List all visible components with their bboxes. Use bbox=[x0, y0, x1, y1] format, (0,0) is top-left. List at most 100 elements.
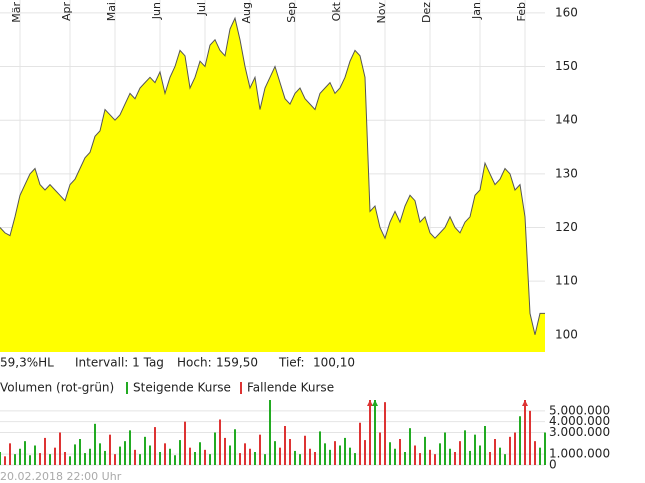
volume-bar bbox=[129, 430, 131, 465]
volume-bar bbox=[294, 450, 296, 465]
volume-bar bbox=[509, 436, 511, 465]
range-info: 59,3%HL bbox=[0, 356, 54, 370]
volume-bar bbox=[344, 437, 346, 465]
volume-tick-label: 3.000.000 bbox=[549, 425, 610, 439]
volume-bar bbox=[329, 449, 331, 465]
x-tick-label: Feb bbox=[515, 2, 528, 21]
volume-bar bbox=[469, 450, 471, 465]
volume-bar bbox=[314, 452, 316, 465]
volume-bar bbox=[354, 453, 356, 465]
volume-bar bbox=[419, 453, 421, 465]
volume-bar bbox=[539, 447, 541, 465]
y-tick-label: 160 bbox=[555, 5, 578, 19]
volume-bar bbox=[99, 443, 101, 465]
volume-bar bbox=[439, 443, 441, 465]
volume-bar bbox=[194, 452, 196, 465]
volume-bar bbox=[139, 454, 141, 465]
volume-bar bbox=[374, 400, 376, 465]
price-line bbox=[0, 16, 545, 335]
volume-bar bbox=[289, 439, 291, 465]
volume-bar bbox=[9, 443, 11, 465]
volume-tick-label: 1.000.000 bbox=[549, 447, 610, 461]
volume-bar bbox=[224, 437, 226, 465]
volume-bar bbox=[534, 441, 536, 465]
overflow-arrow bbox=[522, 400, 528, 406]
volume-bar bbox=[479, 445, 481, 465]
volume-bar bbox=[59, 432, 61, 465]
volume-bar bbox=[229, 445, 231, 465]
volume-bar bbox=[74, 444, 76, 465]
low-value: 100,10 bbox=[313, 356, 355, 370]
x-tick-label: Jun bbox=[150, 2, 163, 20]
x-tick-label: Mär bbox=[10, 2, 23, 23]
y-tick-label: 150 bbox=[555, 59, 578, 73]
x-tick-label: Okt bbox=[330, 1, 343, 21]
volume-bar bbox=[184, 421, 186, 465]
volume-bar bbox=[434, 454, 436, 465]
volume-bar bbox=[69, 456, 71, 465]
volume-bar bbox=[309, 448, 311, 465]
volume-bar bbox=[284, 426, 286, 465]
volume-bar bbox=[334, 441, 336, 465]
volume-bar bbox=[384, 402, 386, 465]
volume-bar bbox=[254, 452, 256, 465]
volume-tick-label: 0 bbox=[549, 458, 557, 472]
volume-bar bbox=[89, 448, 91, 465]
volume-bar bbox=[94, 423, 96, 465]
x-tick-label: Nov bbox=[375, 2, 388, 24]
volume-bar bbox=[269, 400, 271, 465]
low-label: Tief: bbox=[278, 356, 305, 370]
volume-bar bbox=[504, 454, 506, 465]
volume-bar bbox=[324, 443, 326, 465]
volume-bar bbox=[249, 448, 251, 465]
volume-bar bbox=[444, 432, 446, 465]
x-tick-label: Mai bbox=[105, 2, 118, 21]
legend-swatch bbox=[126, 382, 128, 394]
volume-bar bbox=[464, 430, 466, 465]
volume-bar bbox=[169, 448, 171, 465]
volume-bar bbox=[519, 416, 521, 465]
volume-bar bbox=[274, 441, 276, 465]
volume-bar bbox=[304, 435, 306, 465]
x-tick-label: Sep bbox=[285, 2, 298, 23]
volume-bar bbox=[179, 440, 181, 465]
volume-bar bbox=[214, 432, 216, 465]
volume-bar bbox=[19, 448, 21, 465]
volume-bar bbox=[359, 422, 361, 465]
volume-bar bbox=[524, 400, 526, 465]
x-tick-label: Aug bbox=[240, 2, 253, 23]
volume-bar bbox=[409, 428, 411, 465]
volume-bar bbox=[104, 450, 106, 465]
volume-bar bbox=[364, 440, 366, 465]
volume-bar bbox=[239, 453, 241, 465]
volume-bar bbox=[424, 436, 426, 465]
volume-bar bbox=[404, 452, 406, 465]
volume-bar bbox=[244, 443, 246, 465]
x-tick-label: Apr bbox=[60, 2, 73, 22]
volume-tick-label: 5.000.000 bbox=[549, 403, 610, 417]
volume-bar bbox=[124, 441, 126, 465]
high-value: 159,50 bbox=[216, 356, 258, 370]
volume-bar bbox=[429, 449, 431, 465]
volume-bar bbox=[494, 439, 496, 465]
volume-title: Volumen (rot-grün) bbox=[0, 381, 114, 395]
volume-bar bbox=[39, 453, 41, 465]
volume-bar bbox=[319, 431, 321, 465]
timestamp: 20.02.2018 22:00 Uhr bbox=[0, 470, 122, 483]
volume-bar bbox=[474, 434, 476, 465]
volume-bar bbox=[234, 429, 236, 465]
x-tick-label: Dez bbox=[420, 2, 433, 23]
volume-bar bbox=[154, 427, 156, 465]
volume-bar bbox=[394, 448, 396, 465]
volume-bar bbox=[489, 452, 491, 465]
volume-bar bbox=[24, 441, 26, 465]
volume-bar bbox=[149, 445, 151, 465]
volume-bar bbox=[84, 453, 86, 465]
volume-bar bbox=[299, 454, 301, 465]
volume-bar bbox=[49, 454, 51, 465]
volume-bar bbox=[164, 443, 166, 465]
volume-bar bbox=[399, 439, 401, 465]
interval-info: Intervall: 1 Tag bbox=[75, 356, 164, 370]
legend-entry: Steigende Kurse bbox=[133, 381, 231, 395]
